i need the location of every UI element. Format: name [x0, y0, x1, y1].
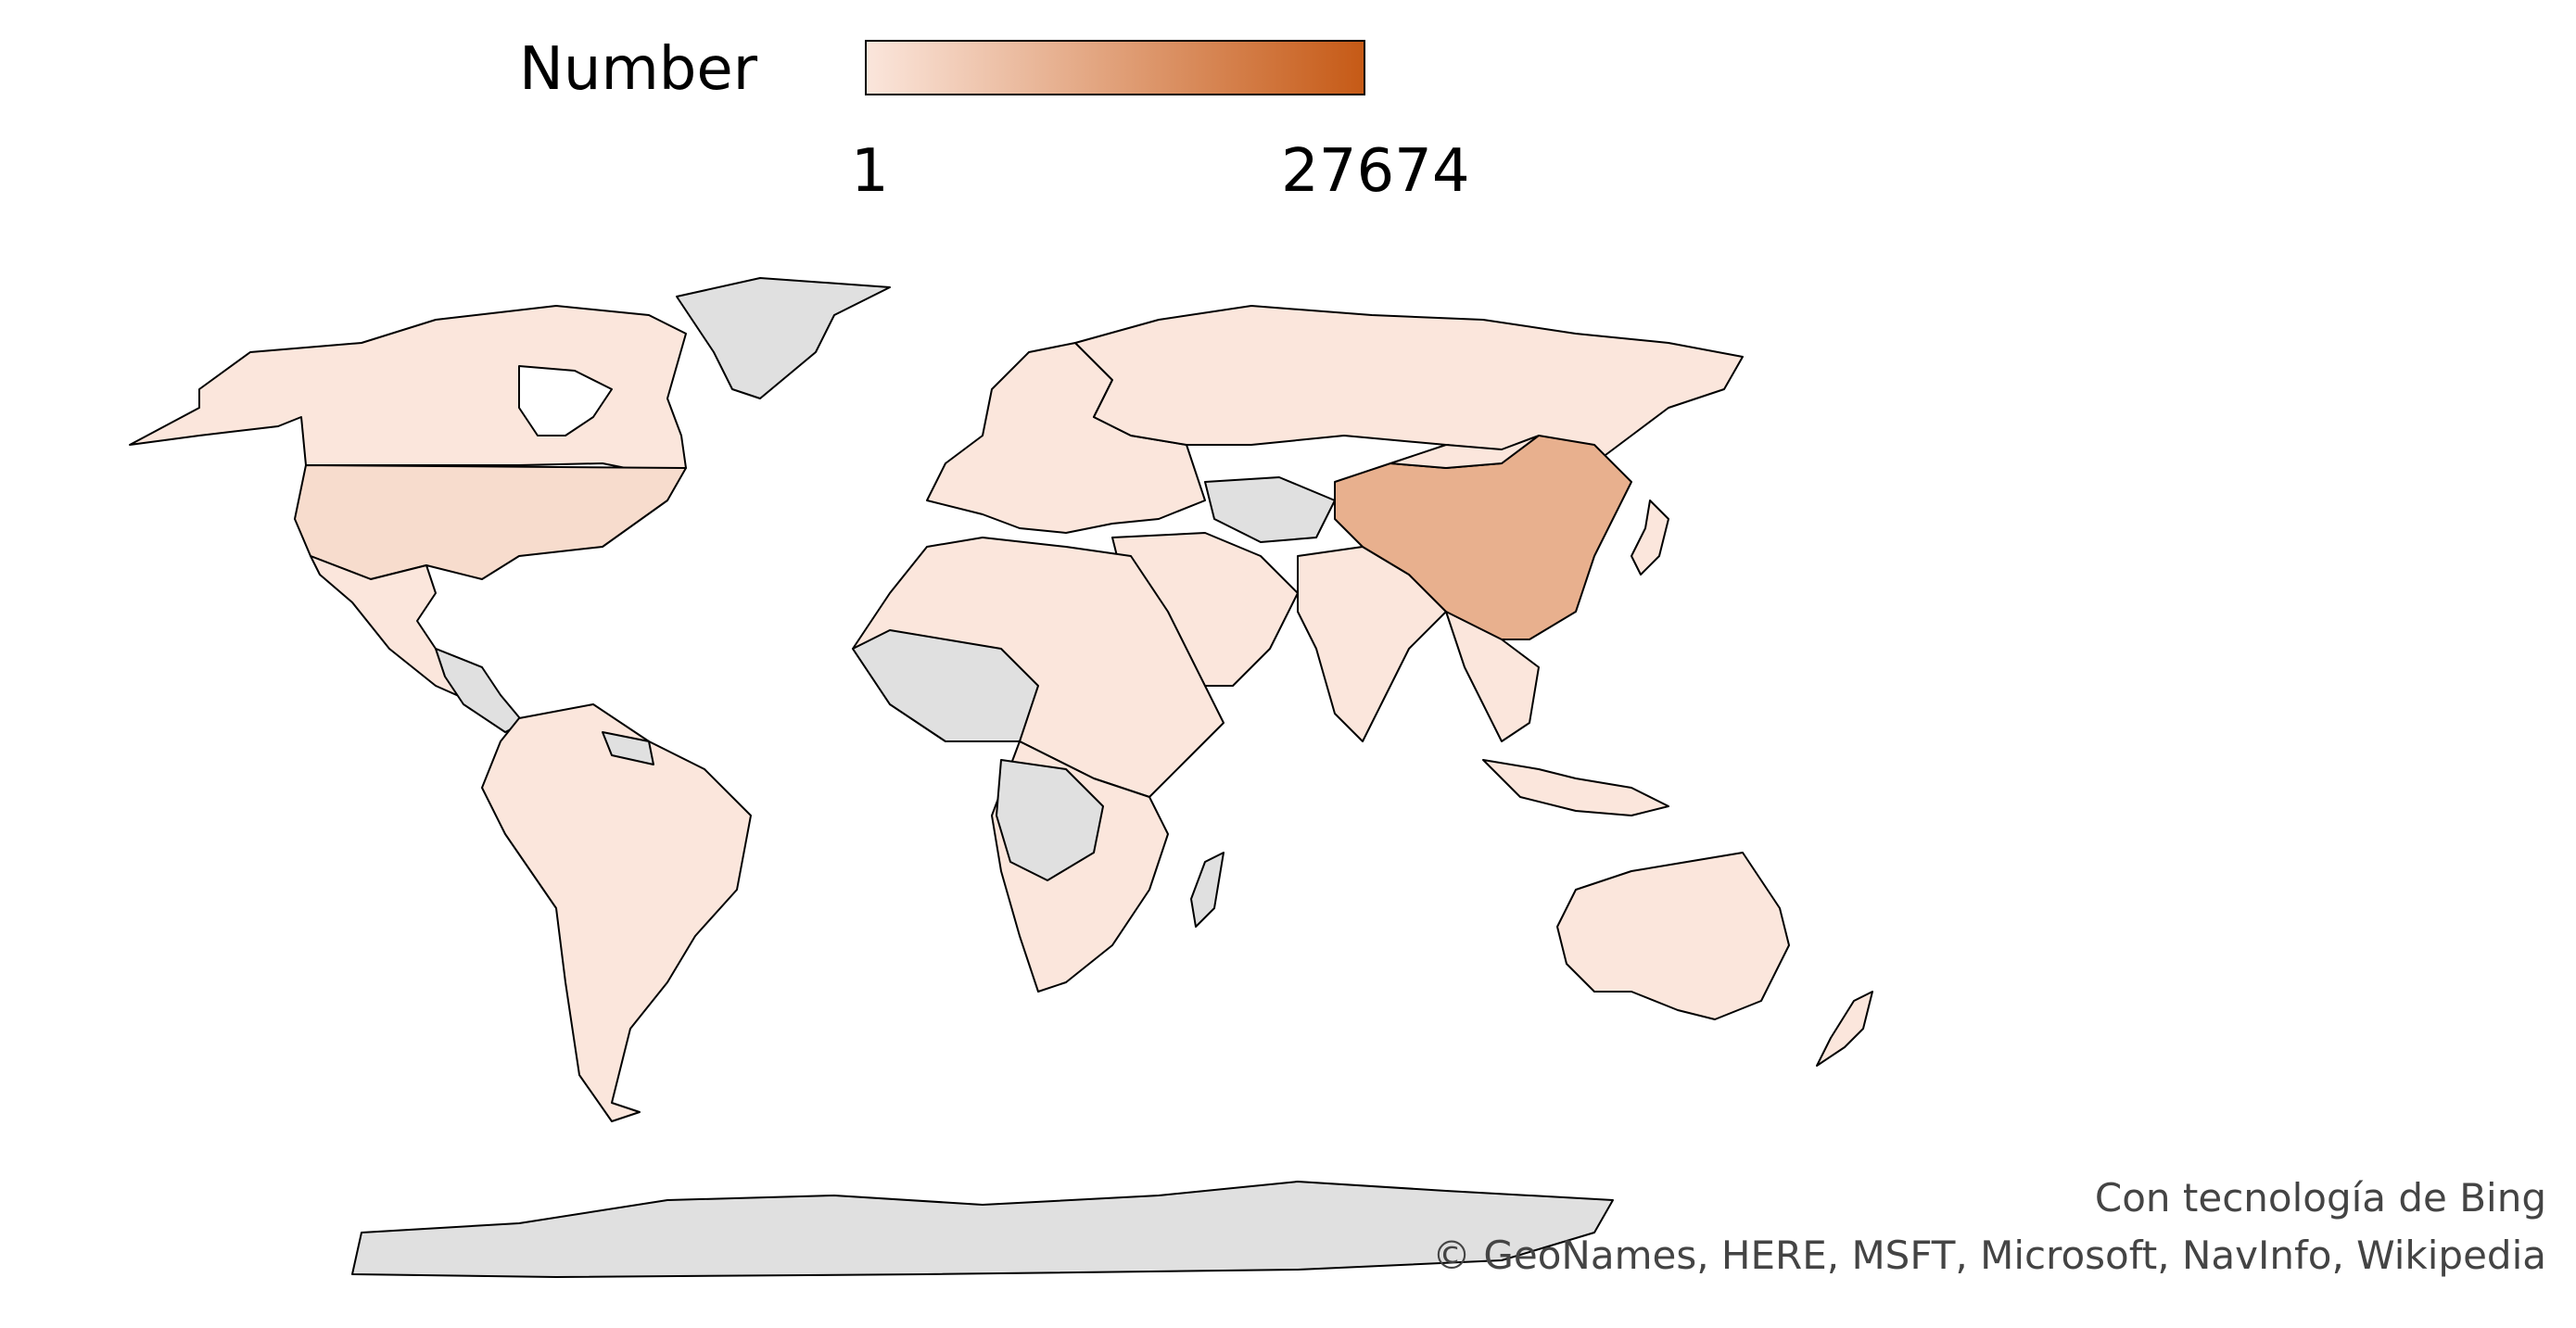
region-africa-central[interactable] — [996, 759, 1104, 881]
region-russia[interactable] — [1074, 305, 1744, 464]
data-sources-attribution: © GeoNames, HERE, MSFT, Microsoft, NavIn… — [1431, 1233, 2546, 1278]
legend-color-scale — [865, 40, 1365, 95]
region-usa[interactable] — [294, 464, 687, 580]
region-new-zealand[interactable] — [1816, 991, 1873, 1067]
legend-min-label: 1 — [851, 137, 889, 206]
legend-max-label: 27674 — [1281, 137, 1470, 206]
region-mongolia[interactable] — [1390, 435, 1540, 469]
region-greenland[interactable] — [676, 277, 891, 399]
legend-title: Number — [519, 35, 758, 104]
region-japan[interactable] — [1631, 500, 1669, 575]
region-guianas[interactable] — [602, 731, 654, 765]
hudson-bay — [518, 365, 613, 436]
region-south-america[interactable] — [481, 703, 752, 1122]
region-madagascar[interactable] — [1190, 852, 1225, 928]
world-map[interactable] — [0, 259, 1965, 1328]
region-southeast-asia[interactable] — [1445, 611, 1540, 742]
region-antarctica[interactable] — [351, 1181, 1614, 1278]
bing-attribution: Con tecnología de Bing — [2094, 1175, 2546, 1220]
region-australia[interactable] — [1556, 852, 1790, 1020]
region-africa-west-central[interactable] — [852, 629, 1039, 742]
region-central-asia[interactable] — [1204, 476, 1336, 543]
region-indonesia[interactable] — [1482, 759, 1669, 816]
